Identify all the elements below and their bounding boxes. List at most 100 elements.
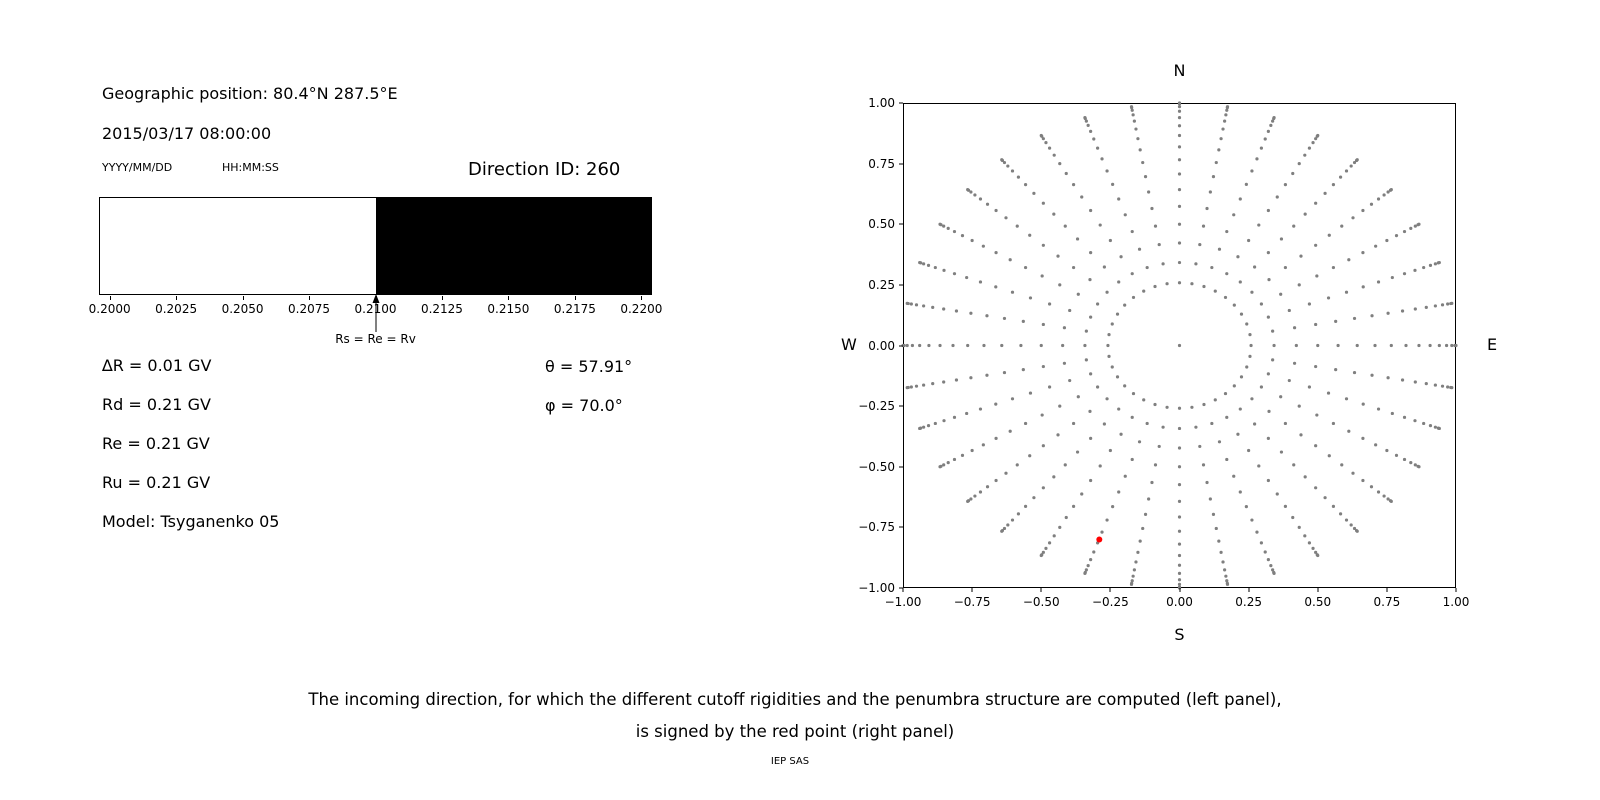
scatter-dot <box>1177 582 1182 586</box>
scatter-dot <box>1389 499 1393 503</box>
scatter-dot <box>1314 201 1318 205</box>
y-tick-mark <box>899 102 903 104</box>
scatter-dot <box>1096 302 1100 306</box>
scatter-dot <box>1394 234 1399 238</box>
scatter-dot <box>1307 385 1312 389</box>
scatter-dot <box>938 222 942 226</box>
scatter-dot <box>1248 333 1252 337</box>
scatter-dot <box>1205 480 1209 485</box>
scatter-dot <box>1064 515 1068 520</box>
scatter-dot <box>969 497 973 501</box>
scatter-dot <box>1267 278 1271 282</box>
scatter-dot <box>1314 243 1318 247</box>
scatter-dot <box>1023 265 1028 270</box>
scatter-dot <box>926 263 931 267</box>
scatter-dot <box>1131 391 1136 396</box>
scatter-dot <box>1315 274 1319 278</box>
scatter-dot <box>1446 302 1450 306</box>
scatter-dot <box>1355 158 1359 162</box>
scatter-dot <box>1221 560 1225 564</box>
scatter-dot <box>1440 303 1445 307</box>
scatter-dot <box>1279 292 1283 296</box>
scatter-dot <box>1221 127 1225 131</box>
scatter-dot <box>1110 365 1114 369</box>
scatter-dot <box>1088 278 1092 282</box>
scatter-dot <box>1131 295 1136 300</box>
scatter-dot <box>1437 260 1441 265</box>
scatter-dot <box>1177 109 1182 113</box>
scatter-dot <box>918 343 922 348</box>
scatter-dot <box>1413 419 1417 423</box>
scatter-dot <box>1275 195 1279 199</box>
scatter-dot <box>1232 474 1236 478</box>
scatter-dot <box>1071 504 1076 508</box>
scatter-dot <box>1016 175 1021 179</box>
scatter-dot <box>1217 539 1221 543</box>
scatter-dot <box>1331 183 1336 187</box>
penumbra-tick-mark <box>441 296 443 300</box>
x-tick-label: 0.75 <box>1373 595 1401 609</box>
scatter-dot <box>1248 354 1252 358</box>
scatter-dot <box>981 443 985 447</box>
scatter-dot <box>1145 265 1149 270</box>
scatter-dot <box>1213 289 1217 293</box>
scatter-dot <box>1224 574 1228 578</box>
scatter-dot <box>1202 284 1206 289</box>
rd-value: Rd = 0.21 GV <box>102 395 211 414</box>
scatter-dot <box>994 402 998 406</box>
scatter-dot <box>1217 247 1222 251</box>
scatter-dot <box>1269 123 1273 127</box>
scatter-dot <box>1389 343 1393 348</box>
scatter-dot <box>1052 534 1056 538</box>
scatter-dot <box>1266 372 1270 376</box>
scatter-dot <box>1347 429 1351 433</box>
scatter-dot <box>1294 343 1298 348</box>
scatter-dot <box>1032 496 1036 500</box>
scatter-dot <box>1141 160 1145 165</box>
scatter-dot <box>1004 216 1008 220</box>
scatter-dot <box>1004 471 1008 475</box>
scatter-dot <box>942 419 946 423</box>
scatter-dot <box>946 226 950 230</box>
penumbra-tick-label: 0.2050 <box>221 302 264 316</box>
scatter-dot <box>1130 272 1134 276</box>
scatter-dot <box>1041 550 1045 554</box>
scatter-dot <box>1076 292 1080 296</box>
compass-north-label: N <box>1173 61 1186 80</box>
scatter-dot <box>1119 255 1123 259</box>
scatter-dot <box>1402 272 1407 276</box>
scatter-dot <box>1134 560 1138 564</box>
scatter-dot <box>1250 397 1254 401</box>
scatter-dot <box>1015 224 1019 228</box>
scatter-dot <box>1413 380 1417 384</box>
y-tick-label: 0.50 <box>868 217 895 232</box>
scatter-dot <box>1130 579 1134 583</box>
scatter-dot <box>1303 534 1307 538</box>
scatter-dot <box>1028 391 1033 395</box>
scatter-dot <box>1225 582 1230 586</box>
scatter-dot <box>1259 302 1263 306</box>
penumbra-tick-mark <box>641 296 643 300</box>
scatter-dot <box>1190 405 1194 409</box>
scatter-dot <box>1444 343 1449 348</box>
scatter-dot <box>1147 190 1151 194</box>
scatter-dot <box>1413 224 1417 228</box>
scatter-dot <box>1297 162 1301 166</box>
scatter-dot <box>1344 169 1349 173</box>
scatter-dot <box>1177 446 1182 450</box>
scatter-dot <box>1052 475 1056 479</box>
scatter-dot <box>1010 397 1015 401</box>
scatter-dot <box>1266 478 1270 483</box>
scatter-dot <box>1271 329 1275 333</box>
scatter-dot <box>1287 378 1291 383</box>
delta-r-value: ∆R = 0.01 GV <box>102 356 212 375</box>
scatter-dot <box>1376 280 1381 284</box>
scatter-dot <box>1433 383 1437 387</box>
scatter-dot <box>1327 233 1331 237</box>
scatter-dot <box>1028 454 1032 458</box>
scatter-dot <box>1279 450 1284 454</box>
scatter-dot <box>1283 265 1288 270</box>
scatter-dot <box>1413 463 1417 467</box>
x-tick-mark <box>1455 588 1457 592</box>
scatter-dot <box>1314 550 1318 554</box>
